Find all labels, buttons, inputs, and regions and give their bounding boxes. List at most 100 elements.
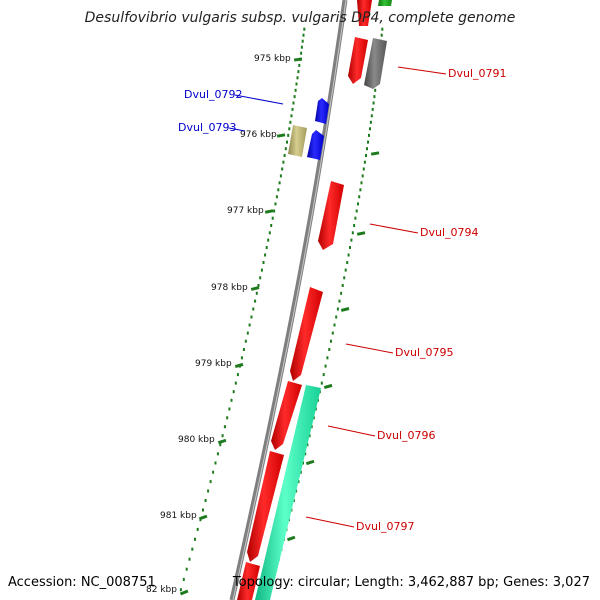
boundary-dot: [281, 167, 284, 171]
genome-backbone: [229, 0, 348, 600]
tick-label-975: 975 kbp: [254, 54, 291, 64]
boundary-dot: [242, 348, 245, 351]
gene-arrow-green-top[interactable]: [378, 0, 392, 6]
boundary-dot: [252, 307, 255, 311]
boundary-dot: [369, 120, 372, 124]
gene-arrow-khaki[interactable]: [288, 125, 307, 157]
boundary-dot: [271, 216, 274, 220]
boundary-dot: [299, 470, 302, 474]
boundary-dot: [308, 434, 311, 438]
boundary-dot: [230, 398, 233, 402]
boundary-dot: [212, 470, 215, 474]
tick-label-976: 976 kbp: [240, 130, 277, 140]
boundary-dot: [300, 45, 303, 49]
gene-labels: Dvul_0791 Dvul_0792 Dvul_0793 Dvul_0794 …: [178, 67, 507, 533]
tick-mark: [276, 133, 286, 138]
boundary-dot: [304, 452, 307, 456]
boundary-dot: [221, 434, 224, 438]
boundary-dot: [368, 133, 370, 137]
boundary-dot: [255, 291, 258, 295]
boundary-dot: [322, 373, 325, 377]
tick-label-981: 981 kbp: [160, 511, 197, 521]
boundary-dot: [369, 127, 371, 131]
boundary-dot: [209, 480, 212, 484]
boundary-dot: [295, 82, 298, 86]
gene-label-dvul-0792[interactable]: Dvul_0792: [184, 88, 243, 101]
boundary-dot: [346, 261, 349, 264]
boundary-dot: [306, 443, 309, 447]
boundary-dot: [287, 133, 290, 137]
gene-label-dvul-0794[interactable]: Dvul_0794: [420, 226, 479, 239]
boundary-dot: [380, 33, 383, 37]
boundary-dot: [226, 416, 229, 420]
gene-arrow-dvul-0793[interactable]: [307, 130, 324, 160]
accession-text: Accession: NC_008751: [8, 575, 156, 590]
boundary-dot: [290, 114, 293, 118]
gene-label-dvul-0793[interactable]: Dvul_0793: [178, 121, 237, 134]
gene-label-dvul-0791[interactable]: Dvul_0791: [448, 67, 507, 80]
boundary-dot: [270, 224, 273, 227]
boundary-dot: [333, 323, 336, 327]
tick-label-980: 980 kbp: [178, 435, 215, 445]
boundary-dot: [294, 88, 297, 92]
genome-backbone-highlight: [232, 0, 347, 600]
gene-arrow-red-bottom[interactable]: [237, 562, 260, 600]
boundary-dot: [340, 291, 343, 295]
boundary-dot: [257, 284, 260, 287]
boundary-dot: [349, 246, 351, 249]
tick-mark: [356, 231, 366, 236]
boundary-dot: [254, 299, 257, 303]
gene-arrow-dvul-0795[interactable]: [290, 287, 323, 381]
leader-line-dvul-0794: [369, 223, 419, 234]
tick-label-982: 82 kbp: [146, 585, 177, 595]
gene-label-dvul-0795[interactable]: Dvul_0795: [395, 346, 454, 359]
tick-mark: [217, 438, 227, 445]
boundary-dot: [350, 238, 353, 242]
gene-arrow-top-red[interactable]: [357, 0, 372, 26]
boundary-dot: [298, 63, 301, 67]
boundary-dot: [273, 209, 276, 213]
boundary-dot: [373, 95, 376, 99]
boundary-dot: [277, 188, 280, 192]
boundary-dot: [246, 331, 249, 335]
gene-arrow-dvul-0791[interactable]: [348, 37, 368, 84]
boundary-dot: [282, 160, 285, 164]
boundary-dot: [320, 381, 323, 385]
boundary-dot: [357, 202, 359, 206]
gene-label-dvul-0797[interactable]: Dvul_0797: [356, 520, 415, 533]
forward-strand-genes: [237, 0, 392, 600]
tick-mark: [323, 383, 333, 390]
boundary-dot: [185, 567, 188, 571]
boundary-dot: [240, 356, 243, 360]
boundary-dot: [297, 480, 300, 484]
gene-arrow-teal[interactable]: [255, 385, 321, 600]
leader-line-dvul-0792: [234, 94, 284, 105]
boundary-dot: [179, 588, 182, 592]
boundary-dot: [244, 339, 247, 343]
boundary-dot: [259, 276, 262, 280]
genome-title: Desulfovibrio vulgaris subsp. vulgaris D…: [84, 10, 516, 26]
boundary-dot: [335, 315, 338, 319]
tick-labels: 975 kbp 976 kbp 977 kbp 978 kbp 979 kbp …: [146, 54, 291, 595]
tick-mark: [264, 209, 274, 214]
gene-arrow-dvul-0794[interactable]: [318, 181, 344, 250]
leader-line-dvul-0797: [305, 516, 355, 528]
boundary-dot: [232, 390, 235, 394]
gene-arrow-dvul-0797[interactable]: [247, 451, 284, 562]
gene-arrow-gray[interactable]: [364, 38, 387, 89]
tick-mark: [198, 514, 208, 521]
boundary-dot: [264, 253, 267, 257]
boundary-dot: [278, 181, 281, 185]
topology-summary: Topology: circular; Length: 3,462,887 bp…: [232, 575, 590, 590]
gene-label-dvul-0796[interactable]: Dvul_0796: [377, 429, 436, 442]
boundary-dot: [300, 51, 303, 55]
boundary-dot: [367, 140, 369, 144]
boundary-dot: [260, 268, 263, 272]
boundary-dot: [372, 101, 375, 105]
gene-arrow-dvul-0792[interactable]: [315, 98, 329, 124]
boundary-dot: [365, 154, 367, 157]
tick-mark: [370, 151, 380, 156]
gene-arrow-dvul-0796[interactable]: [271, 381, 302, 450]
boundary-dot: [228, 407, 231, 411]
boundary-dot: [353, 224, 356, 227]
